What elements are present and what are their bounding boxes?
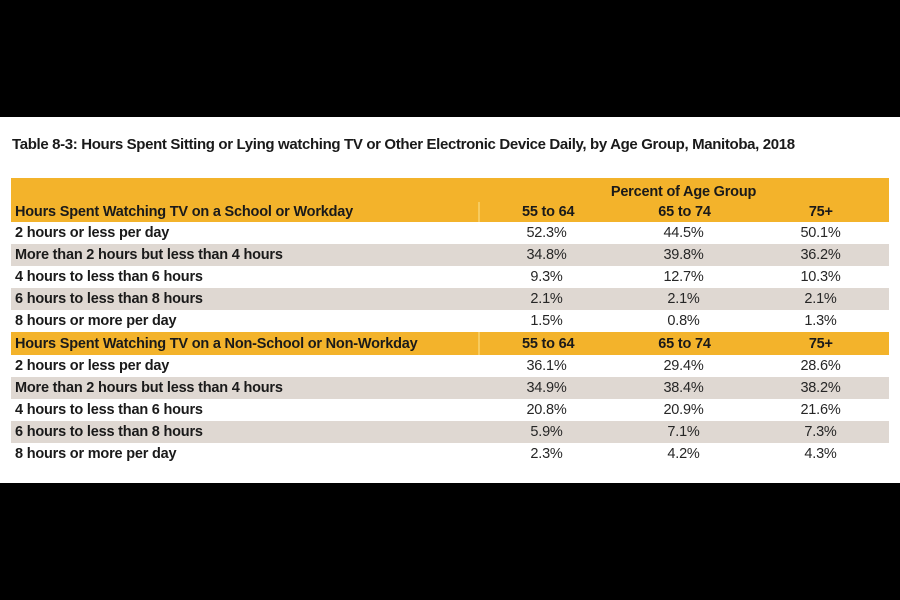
- column-group-label: Percent of Age Group: [610, 184, 757, 200]
- row-label: 4 hours to less than 6 hours: [15, 402, 203, 418]
- section-header-label: Hours Spent Watching TV on a Non-School …: [15, 335, 418, 352]
- age-column-header: 75+: [808, 335, 833, 352]
- row-value: 50.1%: [800, 225, 841, 241]
- row-value: 12.7%: [663, 269, 704, 285]
- age-column-header: 55 to 64: [478, 202, 616, 222]
- row-value: 20.8%: [526, 402, 567, 418]
- row-label: 6 hours to less than 8 hours: [15, 291, 203, 307]
- table-row: 2 hours or less per day 36.1% 29.4% 28.6%: [11, 355, 889, 377]
- table-row: More than 2 hours but less than 4 hours 3…: [11, 377, 889, 399]
- table-row: 8 hours or more per day 2.3% 4.2% 4.3%: [11, 443, 889, 465]
- row-value: 9.3%: [530, 269, 563, 285]
- row-label: 8 hours or more per day: [15, 446, 177, 462]
- row-value: 0.8%: [667, 313, 700, 329]
- table-row: 8 hours or more per day 1.5% 0.8% 1.3%: [11, 310, 889, 332]
- row-label: 2 hours or less per day: [15, 358, 170, 374]
- row-value: 39.8%: [663, 247, 704, 263]
- section-header-row: Hours Spent Watching TV on a Non-School …: [11, 332, 889, 355]
- table-row: 4 hours to less than 6 hours 9.3% 12.7% 10.…: [11, 266, 889, 288]
- row-value: 36.2%: [800, 247, 841, 263]
- row-value: 52.3%: [526, 225, 567, 241]
- column-group-header-row: Percent of Age Group: [11, 178, 889, 202]
- row-value: 34.9%: [526, 380, 567, 396]
- row-label: More than 2 hours but less than 4 hours: [15, 247, 283, 263]
- section-header-label: Hours Spent Watching TV on a School or W…: [15, 204, 354, 220]
- row-value: 2.1%: [804, 291, 837, 307]
- row-label: 2 hours or less per day: [15, 225, 170, 241]
- row-value: 2.1%: [667, 291, 700, 307]
- table-row: 2 hours or less per day 52.3% 44.5% 50.1%: [11, 222, 889, 244]
- age-column-header: 55 to 64: [478, 332, 616, 355]
- row-value: 2.3%: [530, 446, 563, 462]
- section-header-row: Hours Spent Watching TV on a School or W…: [11, 202, 889, 222]
- row-value: 36.1%: [526, 358, 567, 374]
- row-value: 4.3%: [804, 446, 837, 462]
- age-column-header: 65 to 74: [658, 204, 711, 220]
- age-column-header: 65 to 74: [658, 335, 711, 352]
- row-value: 20.9%: [663, 402, 704, 418]
- age-column-header: 75+: [808, 204, 833, 220]
- row-value: 38.4%: [663, 380, 704, 396]
- row-value: 7.1%: [667, 424, 700, 440]
- row-value: 5.9%: [530, 424, 563, 440]
- table-title: Table 8-3: Hours Spent Sitting or Lying …: [12, 136, 795, 153]
- row-value: 38.2%: [800, 380, 841, 396]
- row-value: 1.3%: [804, 313, 837, 329]
- row-label: 4 hours to less than 6 hours: [15, 269, 203, 285]
- table-row: 6 hours to less than 8 hours 2.1% 2.1% 2.1%: [11, 288, 889, 310]
- row-value: 21.6%: [800, 402, 841, 418]
- row-value: 10.3%: [800, 269, 841, 285]
- report-page: Table 8-3: Hours Spent Sitting or Lying …: [0, 117, 900, 483]
- table-row: 4 hours to less than 6 hours 20.8% 20.9% 21…: [11, 399, 889, 421]
- data-table: Percent of Age Group Hours Spent Watching…: [11, 178, 889, 465]
- row-label: 6 hours to less than 8 hours: [15, 424, 203, 440]
- row-value: 34.8%: [526, 247, 567, 263]
- row-value: 28.6%: [800, 358, 841, 374]
- row-value: 7.3%: [804, 424, 837, 440]
- row-value: 44.5%: [663, 225, 704, 241]
- row-value: 2.1%: [530, 291, 563, 307]
- row-value: 29.4%: [663, 358, 704, 374]
- row-value: 4.2%: [667, 446, 700, 462]
- table-row: 6 hours to less than 8 hours 5.9% 7.1% 7.3%: [11, 421, 889, 443]
- row-value: 1.5%: [530, 313, 563, 329]
- table-row: More than 2 hours but less than 4 hours 3…: [11, 244, 889, 266]
- row-label: More than 2 hours but less than 4 hours: [15, 380, 283, 396]
- row-label: 8 hours or more per day: [15, 313, 177, 329]
